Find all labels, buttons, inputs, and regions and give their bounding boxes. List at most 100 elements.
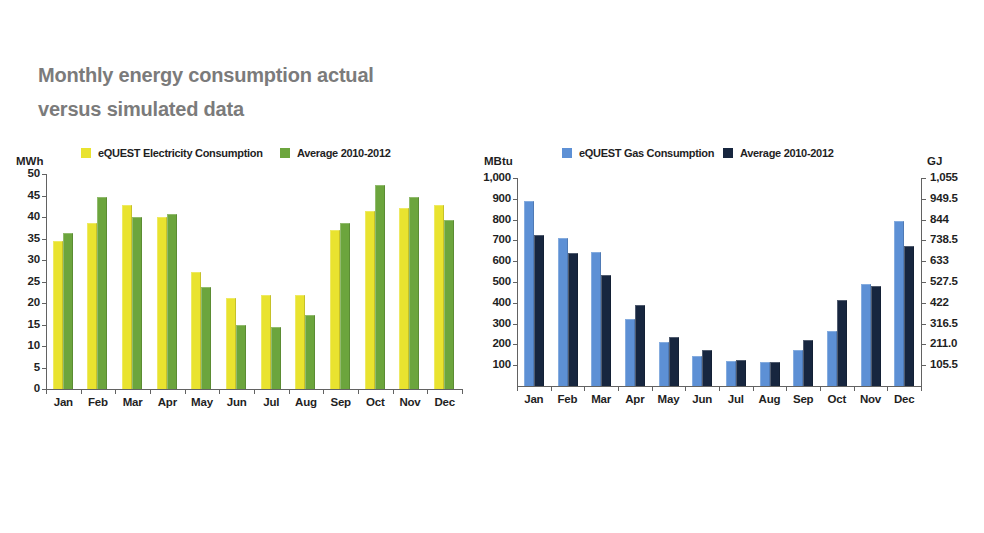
- x-tick-mark: [185, 390, 186, 394]
- bar-electricity-average-dec: [444, 220, 454, 389]
- y-tick-label: 600: [467, 254, 511, 266]
- x-tick-mark: [150, 390, 151, 394]
- y-tick-mark: [513, 220, 517, 221]
- bar-electricity-average-oct: [375, 185, 385, 389]
- x-tick-mark: [584, 387, 585, 391]
- y-tick-label: 200: [467, 337, 511, 349]
- chart-electricity-unit-left-label: MWh: [16, 155, 43, 167]
- x-tick-mark: [462, 390, 463, 394]
- x-tick-mark: [887, 387, 888, 391]
- bar-gas-actual-may: [659, 342, 669, 386]
- y-tick-label: 300: [467, 317, 511, 329]
- y-tick-mark: [42, 239, 46, 240]
- chart-gas-y-axis: [517, 178, 518, 386]
- y-tick-label: 45: [0, 189, 40, 201]
- x-tick-mark: [393, 390, 394, 394]
- y-tick-mark: [42, 217, 46, 218]
- y-tick-mark: [513, 240, 517, 241]
- y-tick-label: 30: [0, 253, 40, 265]
- bar-electricity-actual-sep: [330, 230, 340, 389]
- chart-electricity-y-axis: [46, 174, 47, 389]
- y-tick-label: 5: [0, 361, 40, 373]
- y-tick-label: 40: [0, 210, 40, 222]
- bar-gas-average-jan: [534, 235, 544, 386]
- page-title: Monthly energy consumption actual versus…: [38, 58, 374, 126]
- bar-gas-average-jun: [702, 350, 712, 386]
- bar-electricity-average-sep: [340, 223, 350, 389]
- y-tick-label: 15: [0, 318, 40, 330]
- x-axis-label-dec: Dec: [877, 393, 931, 405]
- y-tick-mark: [42, 303, 46, 304]
- x-tick-mark: [427, 390, 428, 394]
- legend-item-average-2010-2012: Average 2010-2012: [723, 147, 834, 159]
- y-tick-label-right: 844: [930, 213, 976, 225]
- x-tick-mark: [820, 387, 821, 391]
- y-tick-label-right: 949.5: [930, 192, 976, 204]
- x-tick-mark: [685, 387, 686, 391]
- y-tick-label: 20: [0, 296, 40, 308]
- y-tick-mark-right: [922, 220, 926, 221]
- legend-label: Average 2010-2012: [297, 147, 391, 159]
- y-tick-mark: [42, 196, 46, 197]
- y-tick-label-right: 211.0: [930, 337, 976, 349]
- y-tick-mark: [513, 261, 517, 262]
- x-tick-mark: [358, 390, 359, 394]
- y-tick-mark-right: [922, 365, 926, 366]
- bar-gas-average-apr: [635, 305, 645, 386]
- legend-label: eQUEST Electricity Consumption: [98, 147, 263, 159]
- bar-electricity-average-feb: [97, 197, 107, 389]
- y-tick-mark: [513, 365, 517, 366]
- bar-gas-average-dec: [904, 246, 914, 386]
- bar-electricity-actual-dec: [434, 205, 444, 389]
- bar-electricity-actual-jun: [226, 298, 236, 389]
- bar-electricity-actual-jul: [261, 295, 271, 389]
- bar-gas-actual-mar: [591, 252, 601, 386]
- y-tick-label-right: 422: [930, 296, 976, 308]
- y-tick-label: 1,000: [467, 171, 511, 183]
- y-tick-label: 100: [467, 358, 511, 370]
- bar-gas-average-nov: [871, 286, 881, 386]
- y-tick-mark: [513, 324, 517, 325]
- bar-gas-average-aug: [770, 362, 780, 386]
- bar-electricity-average-jan: [63, 233, 73, 389]
- bar-electricity-average-may: [201, 287, 211, 389]
- bar-gas-actual-jun: [692, 356, 702, 386]
- y-tick-mark: [513, 303, 517, 304]
- y-tick-mark-right: [922, 344, 926, 345]
- bar-gas-actual-apr: [625, 319, 635, 386]
- x-tick-mark: [551, 387, 552, 391]
- y-tick-mark-right: [922, 261, 926, 262]
- y-tick-mark: [513, 282, 517, 283]
- y-tick-mark: [42, 325, 46, 326]
- y-tick-mark: [513, 199, 517, 200]
- bar-gas-actual-feb: [558, 238, 568, 386]
- x-tick-mark: [652, 387, 653, 391]
- bar-gas-actual-jul: [726, 361, 736, 386]
- chart-gas-unit-right-label: GJ: [927, 155, 942, 167]
- y-tick-mark-right: [922, 199, 926, 200]
- x-tick-mark: [618, 387, 619, 391]
- y-tick-mark: [513, 178, 517, 179]
- bar-electricity-average-mar: [132, 217, 142, 389]
- x-tick-mark: [254, 390, 255, 394]
- bar-electricity-actual-may: [191, 272, 201, 389]
- y-tick-label: 500: [467, 275, 511, 287]
- x-tick-mark: [115, 390, 116, 394]
- bar-gas-actual-jan: [524, 201, 534, 386]
- y-tick-mark-right: [922, 240, 926, 241]
- y-tick-label: 25: [0, 275, 40, 287]
- bar-gas-average-sep: [803, 340, 813, 386]
- slide: Monthly energy consumption actual versus…: [0, 0, 984, 533]
- legend-swatch-icon: [723, 148, 733, 158]
- legend-item-equest-electricity-consumption: eQUEST Electricity Consumption: [81, 147, 263, 159]
- bar-electricity-actual-nov: [399, 208, 409, 389]
- bar-electricity-average-jul: [271, 327, 281, 389]
- bar-gas-actual-oct: [827, 331, 837, 386]
- x-tick-mark: [786, 387, 787, 391]
- y-tick-label: 35: [0, 232, 40, 244]
- bar-electricity-actual-feb: [87, 223, 97, 389]
- y-tick-label-right: 527.5: [930, 275, 976, 287]
- chart-gas-unit-left-label: MBtu: [484, 155, 513, 167]
- bar-gas-actual-sep: [793, 350, 803, 386]
- page-title-line2: versus simulated data: [38, 92, 374, 126]
